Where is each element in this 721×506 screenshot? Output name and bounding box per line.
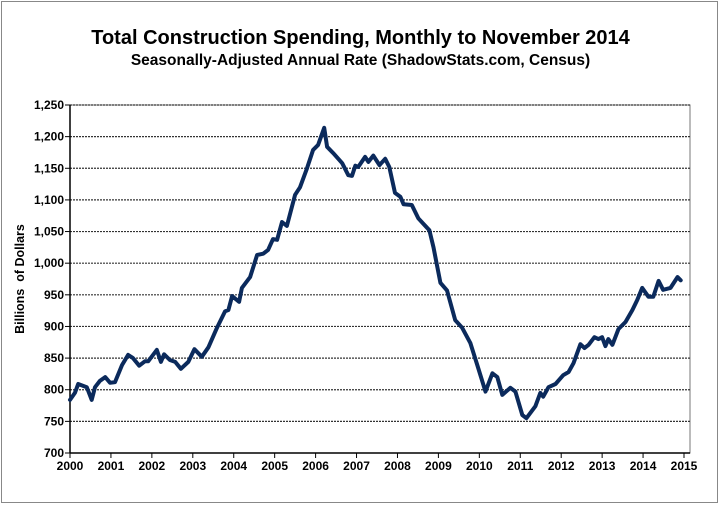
chart-title: Total Construction Spending, Monthly to …: [91, 27, 630, 49]
x-tick-label: 2007: [343, 459, 370, 473]
x-tick-label: 2013: [589, 459, 616, 473]
x-tick-label: 2011: [507, 459, 533, 473]
y-tick-label: 1,100: [34, 193, 64, 207]
y-tick-label: 1,050: [34, 225, 64, 239]
x-tick-label: 2015: [671, 459, 698, 473]
y-axis-label: Billions of Dollars: [13, 224, 27, 334]
y-tick-label: 850: [44, 351, 64, 365]
y-tick-label: 900: [44, 319, 64, 333]
y-tick-label: 800: [44, 383, 64, 397]
x-tick-label: 2006: [302, 459, 329, 473]
y-tick-label: 1,000: [34, 256, 64, 270]
y-tick-label: 1,200: [34, 130, 64, 144]
x-tick-label: 2009: [425, 459, 452, 473]
x-tick-label: 2014: [630, 459, 657, 473]
x-tick-label: 2004: [220, 459, 247, 473]
y-tick-label: 1,250: [34, 98, 64, 112]
x-tick-label: 2012: [548, 459, 575, 473]
x-tick-label: 2005: [261, 459, 288, 473]
y-tick-label: 750: [44, 414, 64, 428]
y-tick-label: 950: [44, 288, 64, 302]
series-line-total-construction-spending: [68, 125, 683, 421]
y-tick-label: 700: [44, 446, 64, 460]
x-tick-label: 2008: [384, 459, 411, 473]
chart-subtitle: Seasonally-Adjusted Annual Rate (ShadowS…: [130, 52, 591, 69]
x-tick-label: 2003: [179, 459, 206, 473]
y-tick-label: 1,150: [34, 161, 64, 175]
plot-area: [69, 104, 691, 454]
x-tick-label: 2000: [57, 459, 84, 473]
x-tick-label: 2010: [466, 459, 493, 473]
x-tick-label: 2001: [98, 459, 125, 473]
x-tick-label: 2002: [139, 459, 166, 473]
